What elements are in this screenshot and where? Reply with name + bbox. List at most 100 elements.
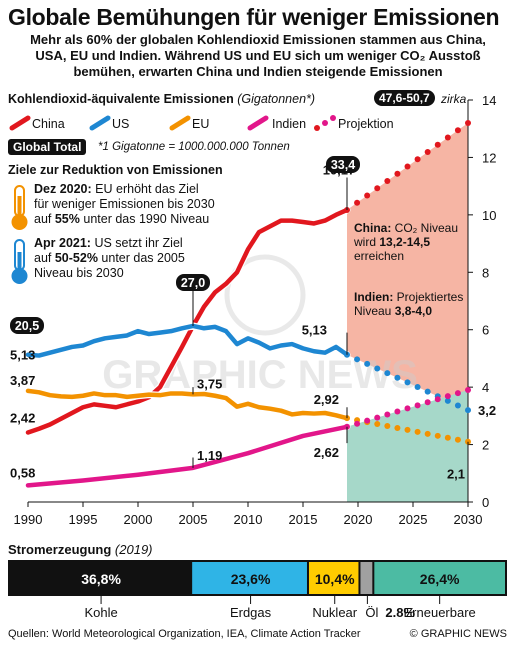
page-title: Globale Bemühungen für weniger Emissione… [8,4,500,30]
projection-dot-us [444,397,451,404]
projection-dot-indien [354,420,361,427]
projection-dot-china [414,156,421,163]
projection-dot-us [384,370,391,377]
x-tick-label-2005: 2005 [179,512,208,527]
projection-band-china [347,122,468,411]
value-label: 2,1 [447,467,465,482]
projection-dot-indien [465,387,471,394]
projection-dot-eu [394,424,401,431]
legend-us: US [112,117,130,131]
value-label: 1,19 [197,448,222,463]
global-total-label: 33,4 [331,158,355,172]
power-segment-name: Erdgas [230,605,272,620]
subtitle-line: Mehr als 60% der globalen Kohlendioxid E… [30,32,486,47]
goal-us: Apr 2021: US setzt ihr Ziel auf 50-52% u… [34,236,185,281]
legend-indien: Indien [272,117,307,131]
projection-dot-china [374,185,381,192]
annotation-india-text2-pre: Niveau [354,304,395,318]
power-generation-year: (2019) [114,542,153,557]
thermometer-orange-icon [11,185,28,230]
goal-us-line1: US setzt ihr Ziel [90,236,183,250]
goal-eu-target: 55% [54,212,80,226]
legend-swatch-eu [169,115,191,131]
legend-swatch-us [89,115,111,131]
projection-dot-us [364,360,371,367]
projection-dot-us [465,407,471,414]
value-label: 3,87 [10,373,35,388]
goal-eu-line3-post: unter das 1990 Niveau [79,212,210,226]
goal-eu-line1: EU erhöht das Ziel [91,182,199,196]
y-tick-label-10: 10 [482,208,496,223]
power-segment-erneuerbare [374,562,505,594]
value-label: 3,75 [197,376,222,391]
projection-dot-indien [454,390,461,397]
source-note: Quellen: World Meteorological Organizati… [8,628,361,640]
annotation-china-text1: CO₂ Niveau [391,221,459,235]
projection-dot-indien [414,402,421,409]
thermometer-blue-icon [11,239,28,284]
goal-eu-date: Dez 2020: [34,182,92,196]
goals-heading: Ziele zur Reduktion von Emissionen [8,163,223,177]
power-segment-value: 26,4% [420,571,460,587]
projection-dot-indien [364,417,371,424]
goal-us-line2-post: unter das 2005 [97,251,185,265]
power-segment-erdgas [192,562,307,594]
y-tick-label-4: 4 [482,380,489,395]
power-generation-title: Stromerzeugung (2019) [8,542,153,557]
power-segment-nuklear [308,562,359,594]
x-tick-label-2000: 2000 [124,512,153,527]
annotation-china-range: 13,2-14,5 [379,235,431,249]
watermark-logo-icon [224,254,306,336]
power-segment-name: Nuklear [312,605,357,620]
legend-projektion: Projektion [338,117,394,131]
y-tick-label-0: 0 [482,495,489,510]
projection-total-badge: 47,6-50,7 [374,90,435,106]
watermark-text: GRAPHIC NEWS [102,353,418,397]
projection-dot-indien [434,396,441,403]
projection-dot-eu [454,436,461,443]
global-total-pill [176,274,210,291]
y-tick-label-12: 12 [482,150,496,165]
global-total-label: 27,0 [181,276,205,290]
projection-dot-indien [424,399,431,406]
power-segment-name: Öl [365,605,378,620]
projection-dot-us [404,379,411,386]
x-tick-label-2025: 2025 [399,512,428,527]
projection-dot-china [394,170,401,177]
projection-dot-us [414,384,421,391]
projection-total-note: zirka [441,92,467,106]
x-tick-label-2020: 2020 [344,512,373,527]
y-tick-label-2: 2 [482,438,489,453]
power-segment-name: Erneuerbare [404,605,476,620]
goal-eu: Dez 2020: EU erhöht das Ziel für weniger… [34,182,215,227]
projection-dot-indien [404,405,411,412]
projection-dot-indien [374,414,381,421]
legend-swatches [9,115,269,131]
power-segment-oel [360,562,373,594]
series-line-china [25,207,350,435]
projection-dot-indien [444,393,451,400]
chart-header-unit: (Gigatonnen*) [237,92,316,106]
power-segment-kohle [10,562,191,594]
legend-swatch-projektion [314,115,336,131]
projection-dot-china [444,134,451,141]
projection-dot-china [454,127,461,134]
goal-eu-line3-pre: auf [34,212,55,226]
goal-eu-line2: für weniger Emissionen bis 2030 [34,197,215,211]
value-label: 5,13 [302,323,327,338]
subtitle-line: USA, EU und Indien. Während US und EU si… [35,48,481,63]
projection-dot-china [354,199,361,206]
power-segment-value: 23,6% [231,571,271,587]
x-tick-label-2030: 2030 [454,512,483,527]
x-tick-label-2015: 2015 [289,512,318,527]
goal-us-line3: Niveau bis 2030 [34,266,124,280]
projection-dot-us [374,365,381,372]
annotation-china: China: CO₂ Niveau wird 13,2-14,5 erreich… [354,221,458,263]
legend-eu: EU [192,117,210,131]
global-total-pill [10,317,44,334]
subtitle-line: bemühen, erwarten China und Indien steig… [73,64,443,79]
projection-dot-china [364,192,371,199]
series-line-indien [25,424,350,488]
value-label: 3,2 [478,403,496,418]
x-tick-label-2010: 2010 [234,512,263,527]
